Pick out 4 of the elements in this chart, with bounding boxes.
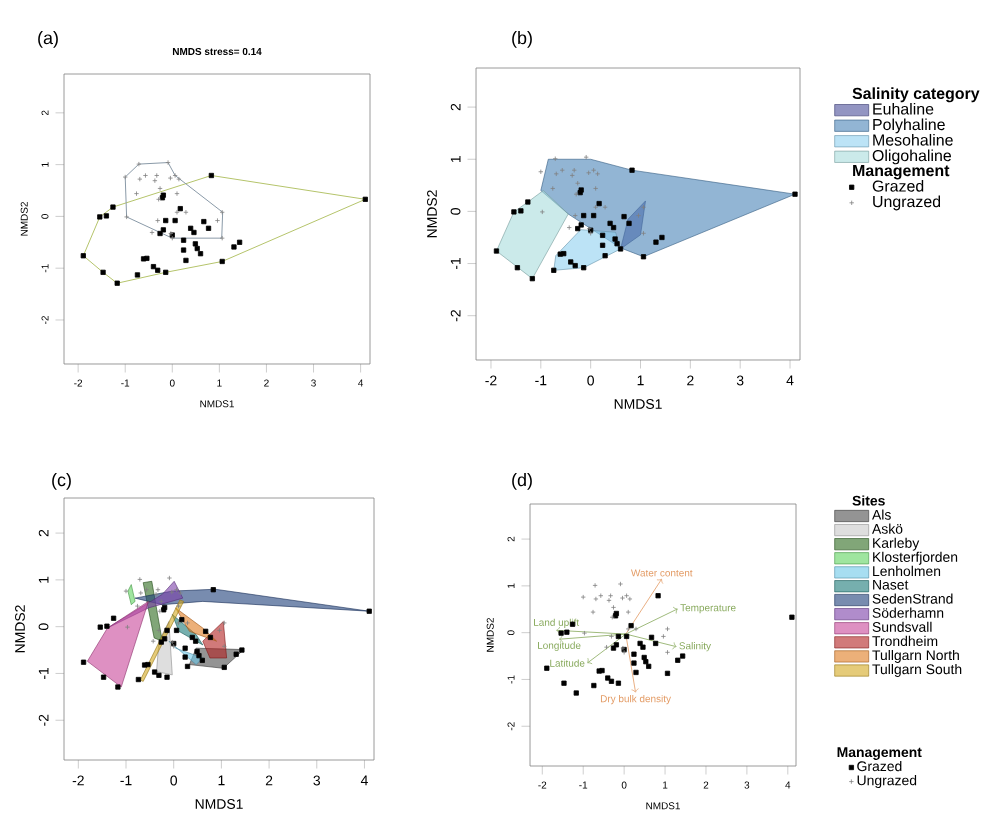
text: (c) [52, 473, 71, 490]
text: (d) [512, 473, 532, 490]
text: (b) [512, 31, 532, 48]
text: (a) [38, 31, 58, 48]
